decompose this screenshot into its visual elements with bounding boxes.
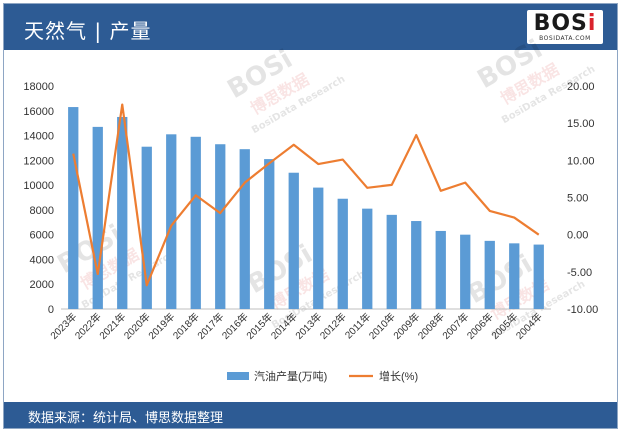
bar <box>362 208 373 309</box>
footer-bar: 数据来源：统计局、博思数据整理 <box>4 402 617 428</box>
bar <box>68 107 79 309</box>
y-right-tick-label: -10.00 <box>567 304 598 316</box>
header-bar: 天然气 | 产量 BOSi BOSIDATA.COM <box>4 4 617 50</box>
legend-line-label: 增长(%) <box>379 369 418 383</box>
y-right-tick-label: 0.00 <box>567 230 588 242</box>
logo-subtitle: BOSIDATA.COM <box>539 35 591 42</box>
bar <box>313 187 324 309</box>
growth-line <box>72 103 540 287</box>
data-source: 数据来源：统计局、博思数据整理 <box>28 411 224 426</box>
y-right-tick-label: -5.00 <box>567 267 592 279</box>
bar <box>239 149 250 309</box>
y-left-tick-label: 0 <box>48 304 54 316</box>
x-tick-label: 2006年 <box>464 310 496 342</box>
bar <box>484 240 495 309</box>
x-tick-label: 2020年 <box>121 310 153 342</box>
bar <box>288 172 299 309</box>
bar <box>386 214 397 309</box>
x-tick-label: 2007年 <box>439 310 471 342</box>
bar <box>190 136 201 309</box>
y-right-tick-label: 5.00 <box>567 193 588 205</box>
legend-bar-label: 汽油产量(万吨) <box>254 369 327 383</box>
page-frame: 天然气 | 产量 BOSi BOSIDATA.COM BOSi 博思数据 BosiD… <box>3 3 618 429</box>
bar <box>141 146 152 309</box>
brand-logo: BOSi BOSIDATA.COM <box>527 10 603 44</box>
x-tick-label: 2021年 <box>96 310 128 342</box>
growth-line-series <box>72 103 540 287</box>
bar <box>460 234 471 309</box>
bar <box>509 243 520 309</box>
logo-accent: i <box>587 11 597 36</box>
y-left-tick-label: 10000 <box>23 180 54 192</box>
y-left-tick-label: 12000 <box>23 155 54 167</box>
logo-main: BOS <box>533 11 588 36</box>
y-left-tick-label: 2000 <box>30 279 54 291</box>
x-tick-label: 2016年 <box>219 310 251 342</box>
y-left-tick-label: 6000 <box>30 230 54 242</box>
x-tick-label: 2015年 <box>243 310 275 342</box>
y-right-tick-label: 15.00 <box>567 118 595 130</box>
bar-series <box>68 107 544 309</box>
y-right-tick-label: 20.00 <box>567 81 595 93</box>
x-tick-label: 2017年 <box>194 310 226 342</box>
bar <box>166 134 177 309</box>
x-tick-label: 2012年 <box>317 310 349 342</box>
bar <box>117 116 128 309</box>
y-left-tick-label: 8000 <box>30 205 54 217</box>
x-tick-label: 2019年 <box>145 310 177 342</box>
chart-legend: 汽油产量(万吨) 增长(%) <box>227 369 418 383</box>
bar <box>533 244 544 309</box>
bar <box>264 159 275 309</box>
bar <box>411 221 422 309</box>
x-tick-label: 2010年 <box>366 310 398 342</box>
x-tick-label: 2018年 <box>170 310 202 342</box>
bar <box>92 126 103 309</box>
bar <box>337 198 348 309</box>
y-left-tick-label: 18000 <box>23 81 54 93</box>
bar <box>435 230 446 309</box>
y-right-tick-label: 10.00 <box>567 155 595 167</box>
legend-bar-swatch <box>227 372 249 380</box>
y-left-tick-label: 4000 <box>30 254 54 266</box>
x-tick-label: 2009年 <box>390 310 422 342</box>
logo-text: BOSi <box>527 11 603 36</box>
bar <box>215 144 226 309</box>
x-tick-label: 2022年 <box>72 310 104 342</box>
y-left-tick-label: 14000 <box>23 131 54 143</box>
y-left-tick-label: 16000 <box>23 106 54 118</box>
x-tick-label: 2008年 <box>415 310 447 342</box>
page-title: 天然气 | 产量 <box>24 19 152 43</box>
